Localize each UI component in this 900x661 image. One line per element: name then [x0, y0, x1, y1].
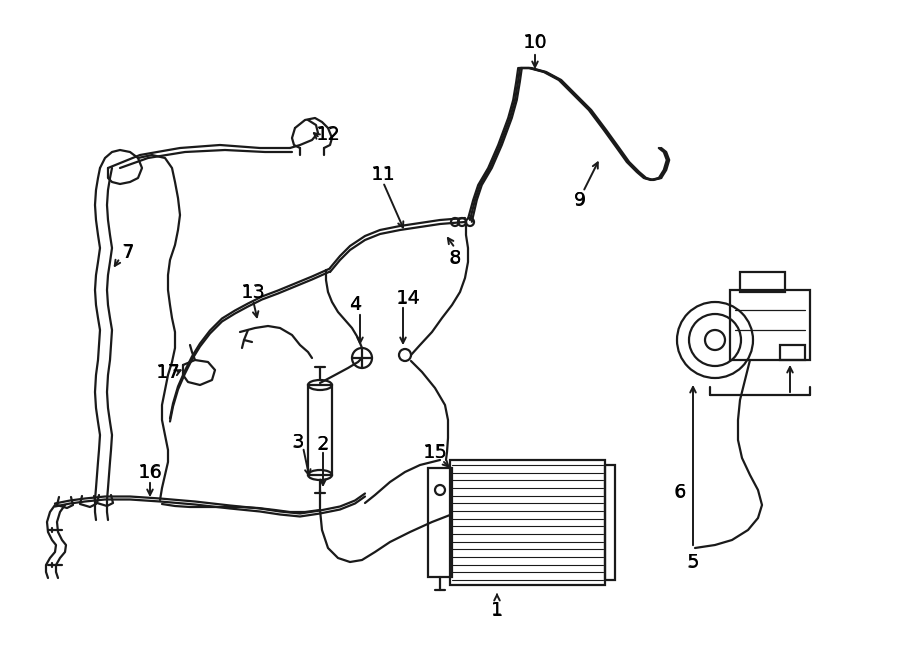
Text: 1: 1 — [491, 600, 503, 619]
Text: 13: 13 — [240, 284, 266, 303]
Text: 16: 16 — [139, 464, 161, 482]
Text: 17: 17 — [157, 364, 179, 382]
Text: 1: 1 — [491, 601, 503, 619]
Text: 3: 3 — [292, 432, 304, 451]
Text: 15: 15 — [423, 444, 447, 463]
Text: 16: 16 — [138, 463, 162, 483]
Text: 4: 4 — [349, 295, 361, 315]
Text: 11: 11 — [372, 166, 394, 184]
Text: 5: 5 — [688, 553, 698, 571]
Text: 12: 12 — [317, 126, 339, 144]
Text: 3: 3 — [292, 433, 304, 451]
Text: 10: 10 — [524, 34, 546, 52]
Bar — [450, 460, 605, 585]
Text: 9: 9 — [574, 191, 586, 209]
Bar — [428, 468, 452, 577]
Text: 14: 14 — [396, 288, 420, 307]
Text: 7: 7 — [122, 243, 134, 262]
Text: 15: 15 — [424, 444, 446, 462]
Bar — [780, 345, 805, 360]
Text: 7: 7 — [122, 244, 134, 262]
Bar — [740, 272, 785, 292]
Bar — [308, 385, 332, 475]
Text: 8: 8 — [449, 249, 461, 268]
Text: 17: 17 — [156, 364, 180, 383]
Bar — [730, 290, 810, 360]
Bar — [605, 465, 615, 580]
Text: 9: 9 — [574, 190, 586, 210]
Text: 2: 2 — [317, 435, 328, 453]
Text: 4: 4 — [349, 296, 361, 314]
Text: 14: 14 — [397, 289, 419, 307]
Text: 12: 12 — [316, 126, 340, 145]
Text: 10: 10 — [523, 34, 547, 52]
Text: 11: 11 — [371, 165, 395, 184]
Text: 6: 6 — [674, 483, 686, 501]
Text: 5: 5 — [687, 553, 699, 572]
Text: 2: 2 — [317, 434, 329, 453]
Text: 6: 6 — [674, 483, 686, 502]
Text: 13: 13 — [241, 284, 265, 302]
Text: 8: 8 — [449, 249, 461, 267]
